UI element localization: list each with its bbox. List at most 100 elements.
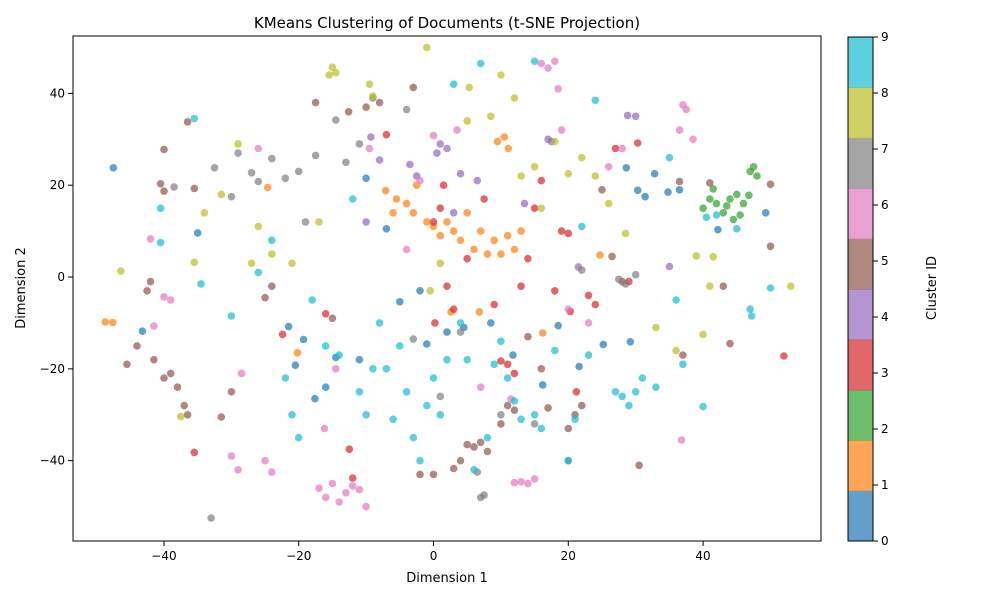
data-point-cluster-9 [766,284,775,292]
data-point-cluster-1 [596,251,604,259]
data-point-cluster-3 [490,300,499,309]
data-point-cluster-9 [672,296,680,304]
data-point-cluster-6 [355,485,364,494]
data-point-cluster-3 [564,229,573,238]
data-point-cluster-7 [402,105,411,114]
data-point-cluster-5 [409,83,418,92]
data-point-cluster-5 [150,355,158,364]
data-point-cluster-5 [608,252,616,261]
data-point-cluster-7 [615,275,623,284]
data-point-cluster-5 [726,339,734,348]
data-point-cluster-5 [362,103,370,111]
data-point-cluster-1 [381,186,390,195]
data-point-cluster-7 [170,183,178,191]
data-point-cluster-3 [780,352,788,360]
data-point-cluster-9 [476,59,485,68]
data-point-cluster-9 [449,80,458,88]
data-point-cluster-9 [389,415,397,424]
data-point-cluster-0 [626,338,635,346]
data-point-cluster-7 [436,392,445,401]
data-point-cluster-9 [530,411,539,419]
data-point-cluster-9 [308,296,317,304]
data-point-cluster-6 [321,493,330,502]
data-point-cluster-5 [706,179,714,187]
data-point-cluster-5 [578,401,586,410]
data-point-cluster-7 [247,169,256,177]
data-point-cluster-5 [524,332,532,341]
data-point-cluster-9 [294,433,303,442]
colorbar-tick-label: 8 [881,86,889,100]
data-point-cluster-5 [344,108,353,116]
data-point-cluster-7 [311,151,320,160]
data-point-cluster-7 [254,177,263,186]
data-point-cluster-6 [332,365,340,373]
data-point-cluster-3 [443,282,451,291]
data-point-cluster-8 [786,282,795,291]
data-point-cluster-9 [281,374,290,382]
data-point-cluster-3 [537,176,546,185]
data-point-cluster-7 [456,328,465,336]
data-point-cluster-8 [247,259,256,268]
data-point-cluster-1 [463,209,472,217]
data-point-cluster-9 [517,415,525,424]
data-point-cluster-8 [426,287,435,295]
data-point-cluster-9 [429,374,438,382]
data-point-cluster-3 [348,474,357,482]
data-point-cluster-7 [631,270,640,279]
data-point-cluster-1 [389,209,397,217]
data-point-cluster-7 [621,280,630,288]
data-point-cluster-7 [409,335,418,343]
data-point-cluster-2 [709,185,717,193]
data-point-cluster-3 [278,330,287,339]
data-point-cluster-8 [706,282,714,291]
x-tick-label: 40 [695,549,710,563]
data-point-cluster-0 [443,328,451,336]
data-point-cluster-6 [510,478,519,487]
data-point-cluster-9 [348,195,357,203]
plot-frame [72,35,822,542]
data-point-cluster-1 [443,218,451,226]
data-point-cluster-6 [150,322,158,330]
data-point-cluster-5 [173,383,182,392]
data-point-cluster-8 [652,323,660,332]
colorbar-segment-6 [848,188,873,240]
data-point-cluster-5 [544,404,552,412]
data-point-cluster-1 [504,144,513,153]
data-point-cluster-5 [183,411,192,419]
data-point-cluster-3 [572,388,581,396]
data-point-cluster-8 [217,190,226,199]
data-point-cluster-9 [369,365,377,373]
data-point-cluster-8 [177,412,185,421]
data-point-cluster-5 [635,461,643,470]
data-point-cluster-1 [449,227,458,235]
data-point-cluster-5 [123,360,131,369]
data-point-cluster-1 [109,318,117,327]
data-point-cluster-2 [722,202,731,210]
data-point-cluster-5 [133,342,141,350]
data-point-cluster-3 [480,195,488,203]
data-point-cluster-9 [551,346,559,355]
data-point-cluster-9 [679,360,687,369]
data-point-cluster-4 [665,262,674,271]
data-point-cluster-0 [538,381,547,389]
data-point-cluster-5 [328,314,337,323]
data-point-cluster-5 [766,242,775,251]
data-point-cluster-5 [227,388,236,396]
data-point-cluster-9 [665,153,674,162]
data-point-cluster-5 [429,470,438,479]
data-point-cluster-8 [328,63,337,71]
plot-area: −40 −20 0 20 40 −40 −20 0 20 40 [40,35,822,563]
colorbar-tick-label: 4 [881,310,889,324]
data-point-cluster-3 [551,287,559,295]
data-point-cluster-6 [564,305,573,314]
data-point-cluster-0 [487,319,495,327]
data-point-cluster-7 [234,149,242,157]
data-point-cluster-6 [237,369,246,378]
data-point-cluster-5 [143,287,151,295]
data-point-cluster-5 [510,406,519,415]
colorbar-tick-label: 6 [881,198,889,212]
data-point-cluster-9 [584,351,593,359]
data-point-cluster-0 [509,351,517,359]
colorbar-segment-4 [848,289,873,340]
